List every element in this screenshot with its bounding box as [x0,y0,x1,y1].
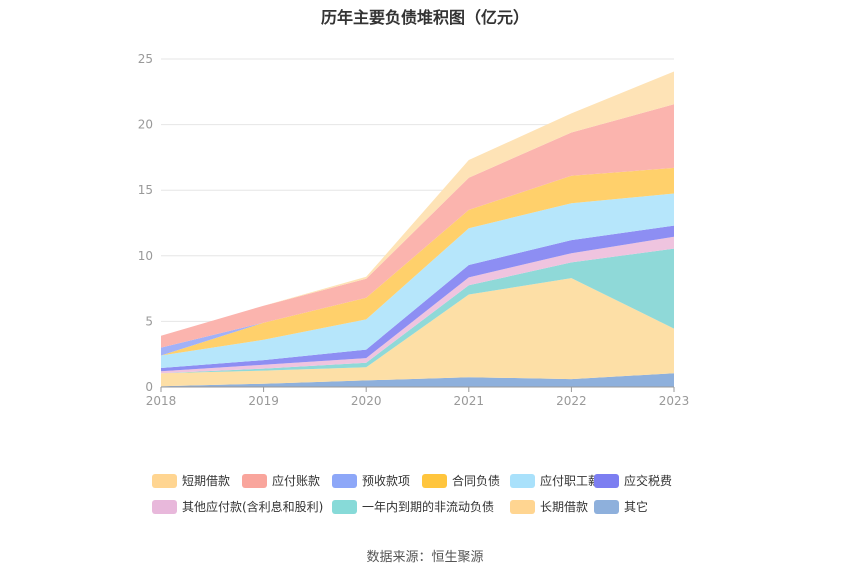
legend-item-contract-liabilities[interactable]: 合同负债 [422,472,510,489]
legend-item-other-payables[interactable]: 其他应付款(含利息和股利) [152,498,332,515]
y-tick-label: 5 [145,314,153,328]
y-tick-label: 25 [138,52,153,66]
legend-label: 长期借款 [540,500,589,514]
area-series-2 [161,248,674,374]
legend-item-long-term-loans[interactable]: 长期借款 [510,498,594,515]
stacked-area-chart: 0 5 10 15 20 25 2018 2019 2020 2021 2022 2023 [138,52,690,408]
legend-label: 预收款项 [362,474,411,488]
x-tick-label: 2022 [556,394,587,408]
legend-item-taxes-payable[interactable]: 应交税费 [594,472,704,489]
area-series-0 [161,373,674,387]
area-series-1 [161,278,674,387]
chart-legend: 短期借款 应付账款 预收款项 合同负债 应付职工薪酬 应交税费 其他应付款(含利… [152,472,732,515]
legend-swatch [422,473,447,488]
area-series-7 [161,167,674,356]
area-series-4 [161,225,674,372]
legend-label: 其他应付款(含利息和股利) [182,500,324,514]
y-tick-label: 20 [138,118,153,132]
legend-item-other[interactable]: 其它 [594,498,704,515]
area-series-3 [161,236,674,374]
y-tick-label: 10 [138,249,153,263]
x-tick-label: 2019 [248,394,279,408]
y-tick-label: 0 [145,380,153,394]
area-series-6 [161,167,674,356]
legend-label: 合同负债 [452,474,501,488]
legend-label: 其它 [624,500,649,514]
legend-swatch [152,499,177,514]
legend-label: 应付账款 [272,474,321,488]
legend-item-accounts-payable[interactable]: 应付账款 [242,472,332,489]
x-tick-label: 2021 [454,394,485,408]
legend-swatch [332,499,357,514]
y-tick-label: 15 [138,183,153,197]
data-source: 数据来源：恒生聚源 [366,550,484,565]
legend-swatch [332,473,357,488]
legend-swatch [510,473,535,488]
x-tick-label: 2018 [146,394,177,408]
legend-item-current-portion-noncurrent[interactable]: 一年内到期的非流动负债 [332,498,510,515]
legend-swatch [510,499,535,514]
legend-swatch [242,473,267,488]
chart-title: 历年主要负债堆积图（亿元） [320,8,529,27]
legend-label: 一年内到期的非流动负债 [362,500,495,514]
x-tick-label: 2023 [659,394,690,408]
legend-label: 短期借款 [182,474,231,488]
legend-swatch [594,473,619,488]
legend-item-short-term-loans[interactable]: 短期借款 [152,472,242,489]
legend-swatch [152,473,177,488]
legend-item-payroll-payable[interactable]: 应付职工薪酬 [510,472,612,489]
area-series-8 [161,104,674,348]
legend-swatch [594,499,619,514]
legend-label: 应交税费 [624,474,673,488]
area-series-5 [161,193,674,368]
legend-item-advance-receipts[interactable]: 预收款项 [332,472,422,489]
area-series-9 [161,71,674,336]
x-tick-label: 2020 [351,394,382,408]
